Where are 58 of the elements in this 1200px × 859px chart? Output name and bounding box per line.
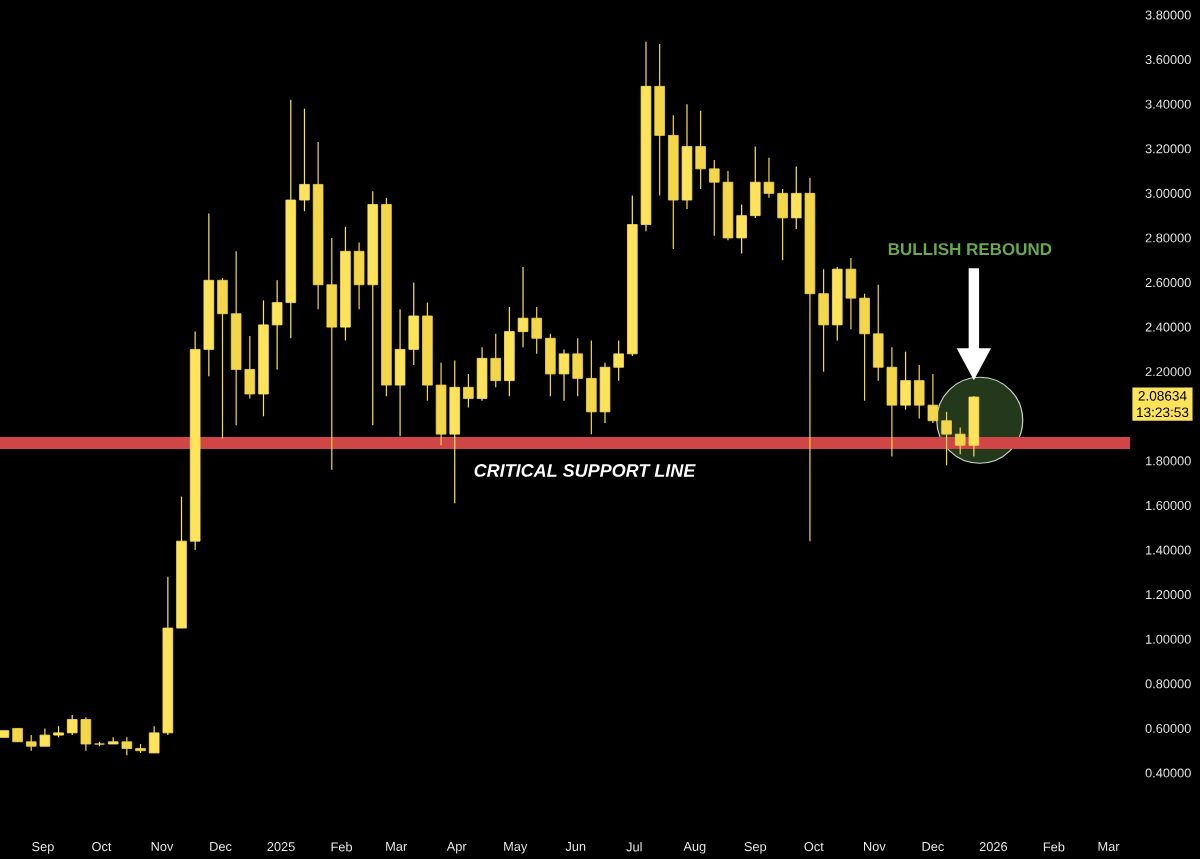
x-tick-label: Sep (744, 842, 767, 854)
x-tick-label: Mar (1098, 842, 1120, 851)
candlestick (463, 373, 474, 408)
x-tick-label: Nov (151, 842, 174, 851)
y-tick-label: 2.40000 (1145, 322, 1191, 332)
y-tick-label: 1.40000 (1146, 545, 1191, 555)
x-tick-label: Apr (446, 842, 467, 854)
y-tick-label: 3.60000 (1145, 55, 1191, 65)
y-tick-label: 3.80000 (1145, 10, 1191, 20)
y-tick-label: 1.60000 (1146, 500, 1191, 510)
candlestick (954, 426, 966, 455)
candlestick (941, 411, 952, 466)
y-tick-label: 2.20000 (1145, 367, 1191, 377)
y-tick-label: 1.00000 (1146, 634, 1191, 644)
x-tick-label: Dec (922, 842, 944, 851)
candlestick (148, 725, 160, 754)
candlestick (558, 348, 570, 402)
x-tick-label: 2025 (267, 842, 295, 852)
candlestick (763, 157, 775, 199)
x-tick-label: Feb (331, 842, 353, 852)
candlestick (613, 339, 624, 382)
candlestick (121, 736, 133, 756)
x-tick-label: Aug (683, 842, 706, 854)
candlestick (66, 714, 78, 736)
ref-line-label: CRITICAL SUPPORT LINE (474, 464, 696, 477)
annotation: BULLISH REBOUND (888, 243, 1052, 256)
x-tick-label: Oct (804, 842, 824, 852)
x-tick-label: May (504, 842, 528, 854)
candlestick (736, 203, 747, 255)
candlestick (299, 108, 310, 212)
y-tick-label: 2.60000 (1145, 278, 1191, 288)
x-tick-label: Feb (1043, 842, 1065, 852)
x-tick-label: Jun (565, 842, 586, 851)
x-tick-label: Mar (386, 842, 407, 851)
y-tick-label: 3.40000 (1145, 99, 1191, 109)
x-tick-label: Oct (92, 842, 112, 852)
text: 13:23:53 (1137, 407, 1189, 418)
x-tick-label: 2026 (979, 842, 1008, 852)
candlestick (695, 110, 706, 190)
x-tick-label: Jul (626, 842, 642, 852)
y-tick-label: 0.80000 (1145, 679, 1191, 689)
candlestick (927, 373, 939, 424)
candlestick (517, 266, 529, 348)
y-tick-label: 1.80000 (1146, 456, 1191, 466)
y-tick-label: 2.80000 (1145, 233, 1191, 243)
y-tick-label: 3.00000 (1145, 188, 1191, 198)
x-tick-label: Dec (210, 842, 232, 851)
y-tick-label: 0.60000 (1145, 723, 1191, 733)
y-tick-label: 1.20000 (1146, 590, 1191, 600)
candlestick (709, 159, 720, 237)
y-tick-label: 0.40000 (1145, 768, 1191, 778)
candlestick (490, 333, 501, 388)
y-tick-label: 3.20000 (1145, 144, 1191, 154)
x-tick-label: Sep (32, 842, 54, 854)
x-tick-label: Nov (863, 842, 886, 851)
text: 2.08634 (1138, 391, 1187, 401)
candlestick (531, 306, 542, 355)
candlestick (271, 279, 283, 371)
